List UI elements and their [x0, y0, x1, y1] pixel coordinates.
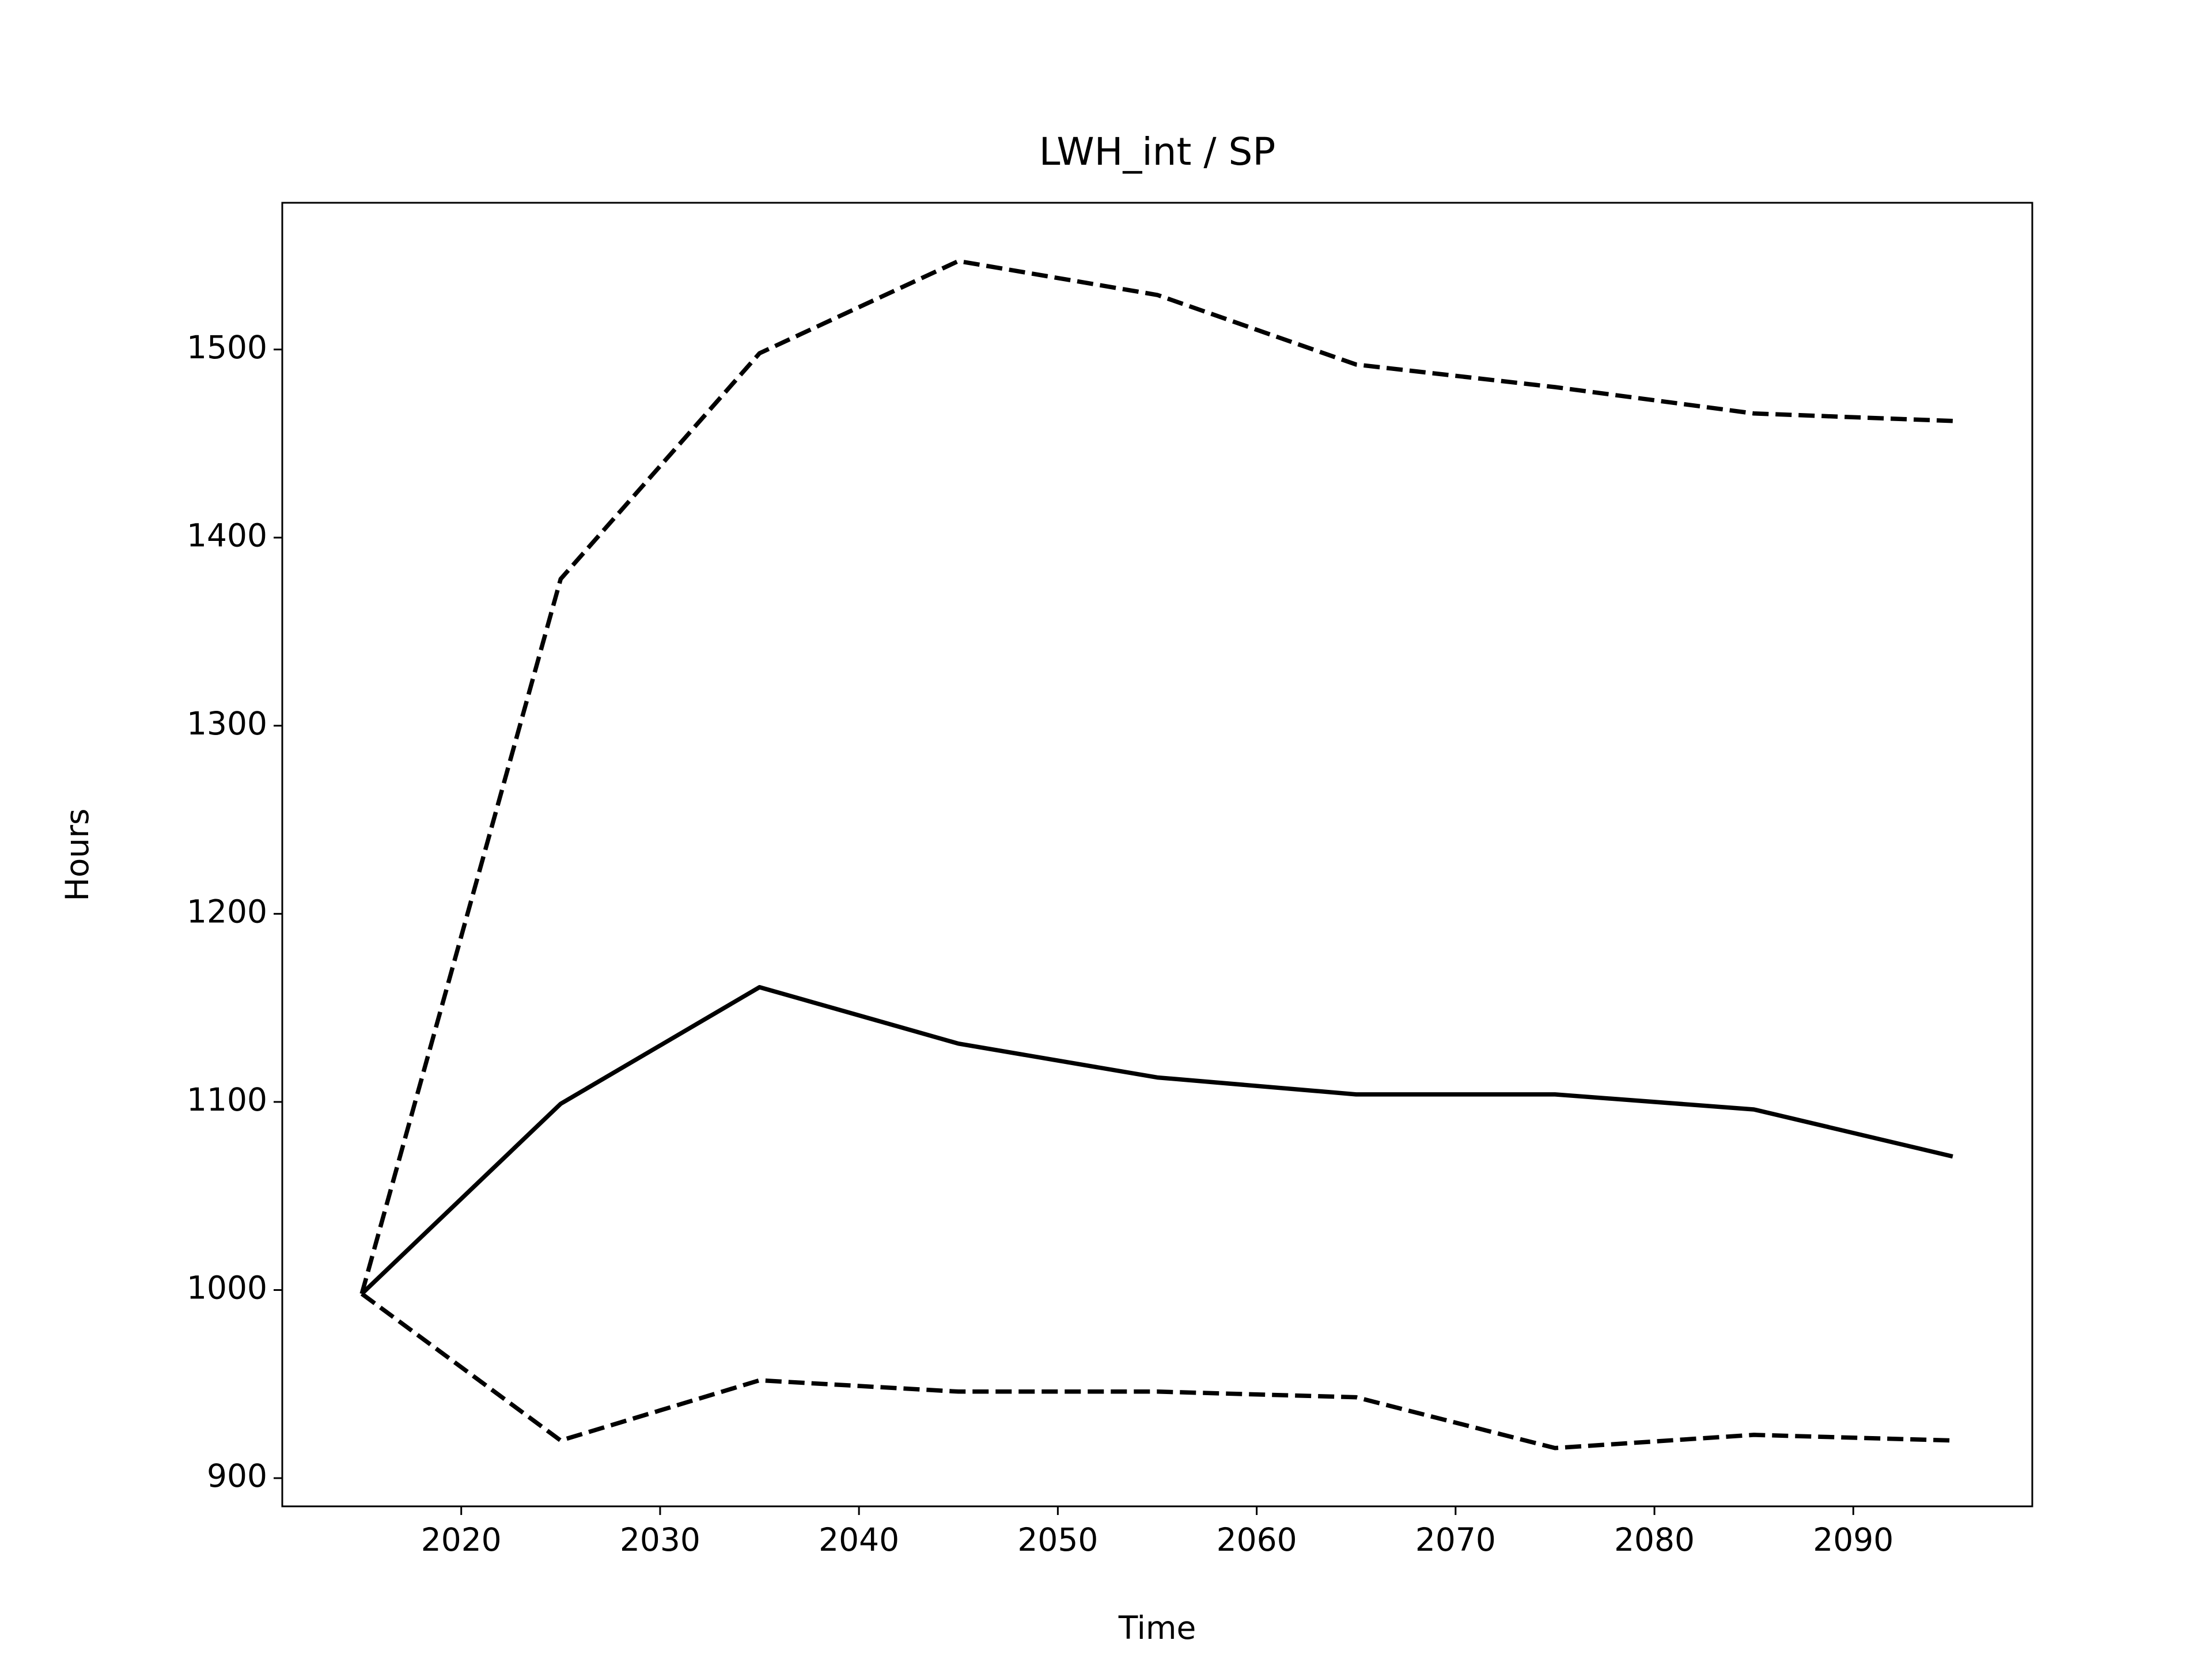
x-tick-label: 2020: [421, 1521, 502, 1558]
y-tick-label: 1300: [187, 705, 267, 742]
x-tick-label: 2070: [1415, 1521, 1496, 1558]
x-axis-label: Time: [1118, 1609, 1196, 1646]
x-tick-label: 2040: [819, 1521, 899, 1558]
x-tick-label: 2050: [1017, 1521, 1098, 1558]
x-tick-label: 2060: [1217, 1521, 1297, 1558]
y-tick-label: 1500: [187, 329, 267, 366]
x-tick-label: 2090: [1813, 1521, 1893, 1558]
y-tick-label: 1400: [187, 517, 267, 554]
series-line: [360, 1291, 1953, 1450]
series-line: [360, 984, 1953, 1296]
y-axis-label: Hours: [59, 808, 96, 901]
y-tick-label: 1000: [187, 1270, 267, 1306]
x-tick-label: 2030: [620, 1521, 700, 1558]
y-tick-label: 900: [207, 1457, 267, 1494]
y-tick-label: 1200: [187, 893, 267, 930]
y-tick-label: 1100: [187, 1081, 267, 1118]
axes-frame: [281, 202, 2033, 1508]
chart-title: LWH_int / SP: [1039, 130, 1276, 174]
series-line: [359, 259, 1953, 1295]
x-tick-label: 2080: [1614, 1521, 1695, 1558]
